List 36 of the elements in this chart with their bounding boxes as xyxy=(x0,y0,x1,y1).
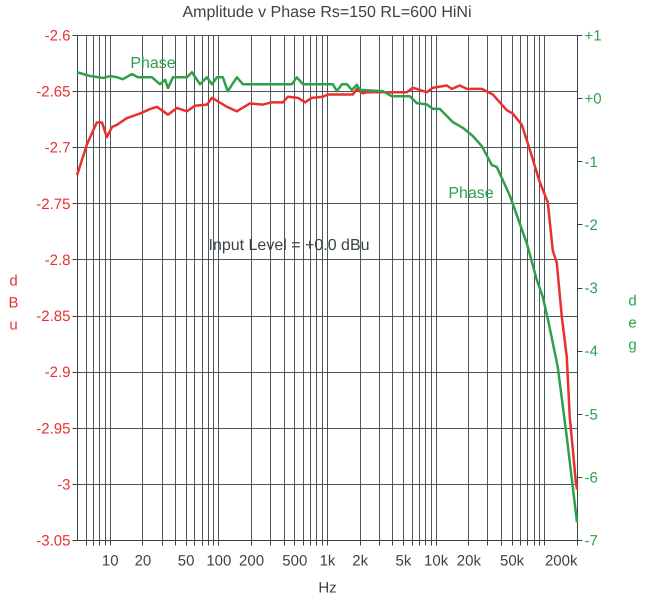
x-tick-label: 200 xyxy=(239,552,264,570)
x-tick-label: 10 xyxy=(102,552,119,570)
x-tick-label: 500 xyxy=(282,552,308,570)
y2-axis-title: deg xyxy=(628,292,637,354)
x-axis-title: Hz xyxy=(318,580,337,596)
x-tick-label: 1k xyxy=(320,552,336,570)
y2-tick-label: -1 xyxy=(584,154,598,171)
y-tick-label: -2.75 xyxy=(36,196,70,213)
y2-tick-label: -2 xyxy=(584,216,598,234)
y-tick-label: -2.65 xyxy=(36,84,70,101)
x-tick-label: 20k xyxy=(456,552,482,570)
x-tick-label: 50k xyxy=(500,552,525,570)
y2-tick-label: -3 xyxy=(584,280,598,297)
x-tick-label: 2k xyxy=(352,552,369,570)
y-tick-label: -2.8 xyxy=(44,252,70,269)
y-tick-label: -2.85 xyxy=(36,308,70,326)
y2-tick-label: +0 xyxy=(584,90,602,108)
y-axis-title: dBu xyxy=(8,272,19,334)
y2-tick-label: -5 xyxy=(584,406,598,424)
y-tick-label: -3 xyxy=(57,476,70,494)
y-tick-label: -2.95 xyxy=(36,420,70,438)
x-tick-label: 5k xyxy=(396,552,412,570)
x-tick-label: 10k xyxy=(424,552,449,570)
x-tick-label: 100 xyxy=(206,552,232,570)
y2-tick-label: -7 xyxy=(584,532,598,550)
y-tick-label: -2.6 xyxy=(44,28,70,44)
y2-tick-label: -6 xyxy=(584,469,598,486)
y-tick-label: -2.7 xyxy=(44,140,70,157)
y2-tick-label: -4 xyxy=(584,343,598,360)
y2-tick-label: +1 xyxy=(584,28,602,44)
y-tick-label: -3.05 xyxy=(36,532,70,550)
x-tick-label: 200k xyxy=(544,552,578,570)
chart-title: Amplitude v Phase Rs=150 RL=600 HiNi xyxy=(182,4,472,21)
x-tick-label: 20 xyxy=(134,552,152,570)
x-tick-label: 50 xyxy=(178,552,194,570)
y-tick-label: -2.9 xyxy=(44,364,70,382)
